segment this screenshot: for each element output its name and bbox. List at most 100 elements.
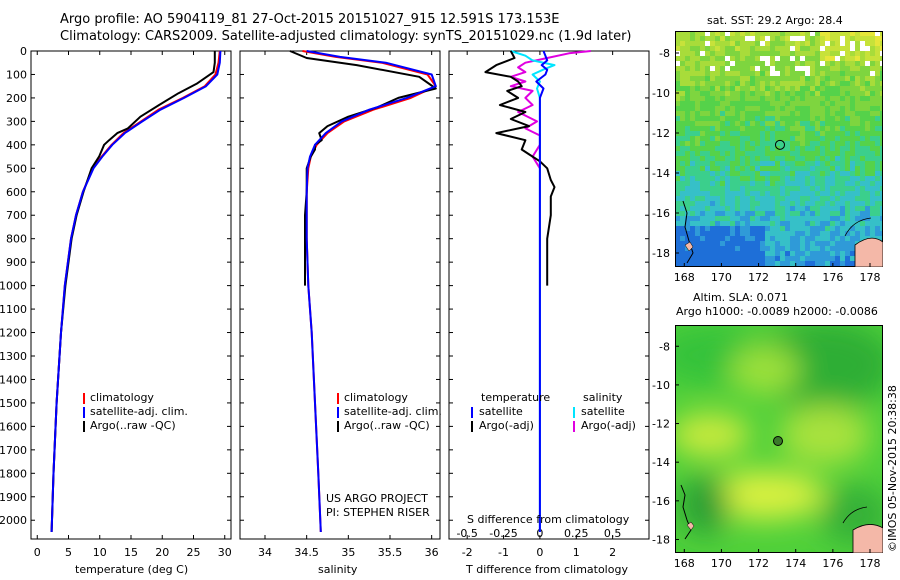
sst-cell: [835, 146, 840, 151]
sst-cell: [850, 221, 855, 226]
sst-cell: [745, 251, 750, 256]
sst-cell: [850, 246, 855, 251]
sst-cell: [765, 241, 770, 246]
legend-sal-satellite: satellite: [581, 405, 625, 418]
sst-cell: [715, 106, 720, 111]
sst-cell: [870, 46, 875, 51]
sst-cell: [825, 106, 830, 111]
sst-cell: [860, 36, 865, 41]
sst-cell: [840, 211, 845, 216]
sst-cell: [675, 206, 680, 211]
sst-cell: [880, 106, 883, 111]
sst-cell: [705, 126, 710, 131]
sst-cell: [760, 181, 765, 186]
sst-cell: [780, 81, 785, 86]
sst-cell: [695, 216, 700, 221]
sst-cell: [770, 36, 775, 41]
sst-cell: [755, 116, 760, 121]
sst-cell: [770, 241, 775, 246]
sst-cell: [840, 196, 845, 201]
sst-cell: [690, 176, 695, 181]
sst-cell: [775, 246, 780, 251]
sst-cell: [845, 41, 850, 46]
sst-cell: [765, 181, 770, 186]
sst-cell: [790, 161, 795, 166]
sst-cell: [755, 166, 760, 171]
sst-cell: [715, 221, 720, 226]
sst-cell: [855, 81, 860, 86]
sst-cell: [875, 101, 880, 106]
sst-cell: [785, 46, 790, 51]
sst-cell: [860, 231, 865, 236]
sst-cell: [755, 41, 760, 46]
sst-cell: [770, 106, 775, 111]
sst-cell: [805, 36, 810, 41]
sst-cell: [835, 251, 840, 256]
sst-cell: [805, 121, 810, 126]
sst-cell: [675, 156, 680, 161]
sst-cell: [800, 236, 805, 241]
sst-cell: [715, 76, 720, 81]
sst-cell: [820, 166, 825, 171]
sst-cell: [865, 231, 870, 236]
sst-cell: [760, 236, 765, 241]
sst-cell: [730, 51, 735, 56]
sst-cell: [865, 131, 870, 136]
sst-cell: [710, 81, 715, 86]
sst-cell: [815, 206, 820, 211]
sst-cell: [705, 121, 710, 126]
sst-cell: [830, 251, 835, 256]
sst-cell: [800, 246, 805, 251]
sst-cell: [705, 81, 710, 86]
sst-cell: [870, 91, 875, 96]
sst-cell: [865, 96, 870, 101]
sst-cell: [835, 56, 840, 61]
sst-cell: [760, 261, 765, 266]
sst-cell: [685, 81, 690, 86]
sst-cell: [675, 226, 680, 231]
sst-cell: [810, 121, 815, 126]
sst-cell: [795, 156, 800, 161]
sst-cell: [850, 241, 855, 246]
sst-cell: [695, 171, 700, 176]
t-difference-axis-label: T difference from climatology: [466, 563, 628, 576]
sst-cell: [820, 106, 825, 111]
sst-cell: [805, 206, 810, 211]
sst-cell: [770, 61, 775, 66]
sst-cell: [850, 51, 855, 56]
sst-cell: [760, 256, 765, 261]
sst-cell: [675, 161, 680, 166]
sst-cell: [865, 111, 870, 116]
sst-cell: [705, 176, 710, 181]
sst-cell: [690, 241, 695, 246]
sst-cell: [680, 66, 685, 71]
sst-cell: [730, 121, 735, 126]
sst-cell: [735, 106, 740, 111]
sst-cell: [805, 46, 810, 51]
sst-cell: [700, 111, 705, 116]
sst-cell: [725, 96, 730, 101]
sst-cell: [695, 156, 700, 161]
sst-cell: [695, 166, 700, 171]
sst-cell: [675, 216, 680, 221]
sst-cell: [745, 181, 750, 186]
sst-cell: [735, 186, 740, 191]
sst-cell: [860, 206, 865, 211]
sst-cell: [810, 131, 815, 136]
sst-cell: [785, 171, 790, 176]
sst-cell: [705, 246, 710, 251]
sst-cell: [845, 156, 850, 161]
sst-cell: [845, 211, 850, 216]
sst-cell: [720, 86, 725, 91]
sst-cell: [680, 166, 685, 171]
sst-cell: [725, 206, 730, 211]
sst-cell: [850, 91, 855, 96]
sst-cell: [675, 251, 680, 256]
sst-cell: [700, 96, 705, 101]
sst-cell: [775, 226, 780, 231]
sst-cell: [690, 51, 695, 56]
sst-cell: [795, 131, 800, 136]
sst-cell: [680, 146, 685, 151]
sst-cell: [675, 101, 680, 106]
sst-cell: [870, 61, 875, 66]
